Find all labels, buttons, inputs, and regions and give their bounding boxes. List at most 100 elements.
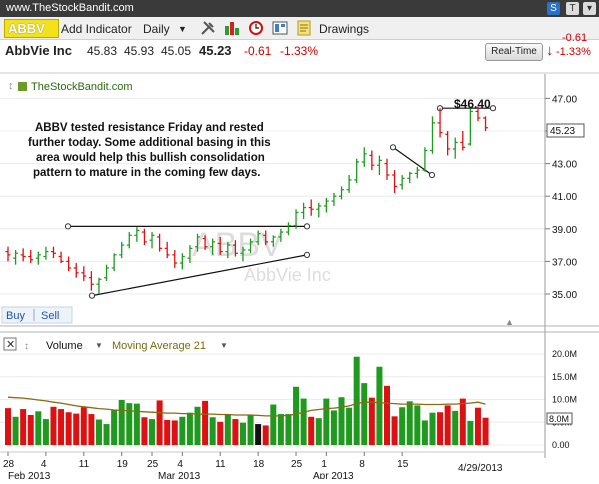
- close-icon: ✕: [6, 339, 15, 351]
- price-tick-label: 39.00: [552, 225, 577, 236]
- tools-icon[interactable]: [200, 20, 216, 36]
- resistance-label: $46.40: [454, 97, 491, 111]
- twitter-icon[interactable]: T: [566, 2, 579, 15]
- realtime-button[interactable]: Real-Time: [485, 43, 543, 61]
- volume-bar: [126, 403, 133, 445]
- volume-bar: [384, 385, 390, 445]
- volume-bar: [368, 397, 375, 445]
- notes-icon[interactable]: [297, 20, 311, 36]
- x-tick-label: 11: [79, 459, 90, 470]
- volume-bar: [270, 404, 277, 445]
- trendline-handle[interactable]: [389, 144, 397, 151]
- symbol-input[interactable]: ABBV: [4, 19, 59, 38]
- ma-dropdown-icon[interactable]: ▼: [220, 341, 228, 350]
- change-value-right: -0.61: [562, 32, 588, 44]
- volume-bar: [217, 421, 224, 445]
- x-tick-label: 25: [291, 459, 303, 470]
- change-value: -0.61: [244, 44, 272, 58]
- volume-bar: [414, 405, 421, 445]
- volume-bar: [118, 399, 125, 445]
- high-value: 45.93: [124, 44, 155, 58]
- add-indicator-button[interactable]: Add Indicator: [61, 22, 132, 36]
- volume-bar: [361, 383, 368, 445]
- trendline-handle[interactable]: [88, 292, 96, 299]
- separator-line: [0, 72, 599, 74]
- volume-bar: [330, 410, 337, 445]
- volume-bar: [437, 412, 444, 445]
- watermark-name: AbbVie Inc: [244, 265, 331, 285]
- volume-bar: [406, 401, 413, 445]
- volume-bar: [156, 400, 163, 445]
- down-arrow-icon: ↓: [546, 42, 554, 59]
- interval-select[interactable]: Daily: [143, 22, 170, 36]
- volume-bar: [482, 417, 489, 445]
- panel-move-icon[interactable]: ↕: [24, 341, 29, 352]
- layout-icon[interactable]: [272, 20, 288, 36]
- volume-bar: [232, 419, 239, 445]
- x-tick-label: 19: [117, 459, 129, 470]
- volume-bar: [80, 407, 87, 445]
- alarm-clock-icon[interactable]: [248, 19, 264, 36]
- volume-bar: [202, 400, 209, 445]
- x-tick-label: 28: [3, 459, 15, 470]
- skype-icon[interactable]: S: [547, 2, 560, 15]
- volume-last-tag: [546, 412, 573, 425]
- volume-bar: [224, 414, 231, 445]
- quote-bar: AbbVie Inc 45.83 45.93 45.05 45.23 -0.61…: [0, 32, 599, 62]
- source-label: TheStockBandit.com: [31, 81, 133, 93]
- scroll-up-icon[interactable]: ▲: [505, 317, 514, 327]
- volume-bar: [149, 419, 156, 445]
- volume-bar: [103, 424, 110, 445]
- x-tick-label: 4: [41, 459, 47, 470]
- trendline-handle[interactable]: [489, 105, 497, 112]
- price-tick-label: 47.00: [552, 94, 577, 105]
- volume-bar: [65, 412, 72, 445]
- volume-bar: [338, 397, 345, 445]
- volume-bar: [474, 407, 481, 445]
- chart-type-icon[interactable]: [224, 20, 240, 36]
- volume-last-tag-text: 8.0M: [549, 414, 569, 424]
- move-handle-icon[interactable]: ↕: [8, 80, 14, 92]
- volume-bar: [346, 407, 353, 445]
- month-label: Mar 2013: [158, 471, 201, 479]
- window-title: www.TheStockBandit.com: [6, 2, 134, 14]
- trendline-handle[interactable]: [428, 171, 436, 179]
- last-price-tag-text: 45.23: [550, 126, 575, 137]
- change-percent: -1.33%: [280, 44, 319, 58]
- trendline[interactable]: [91, 254, 308, 297]
- volume-bar: [255, 424, 262, 445]
- trendline-handle[interactable]: [64, 223, 72, 230]
- annotation-line-3: area would help this bullish consolidati…: [36, 152, 265, 164]
- open-value: 45.83: [87, 44, 118, 58]
- price-tick-label: 37.00: [552, 257, 577, 268]
- price-tick-label: 35.00: [552, 290, 577, 301]
- close-panel-button[interactable]: [3, 337, 17, 351]
- month-label: Apr 2013: [313, 471, 354, 479]
- dropdown-icon[interactable]: ▾: [583, 2, 596, 15]
- x-tick-label: 25: [147, 459, 159, 470]
- ma-line: [7, 396, 486, 417]
- volume-bar: [247, 414, 254, 445]
- date-marker: 4/29/2013: [458, 463, 503, 474]
- buy-button[interactable]: Buy: [6, 310, 25, 322]
- volume-bar: [209, 417, 216, 445]
- volume-bar: [171, 420, 178, 445]
- x-tick-label: 8: [359, 459, 365, 470]
- chevron-down-icon[interactable]: ▼: [178, 24, 187, 34]
- trendline-handle[interactable]: [303, 251, 311, 258]
- volume-bar: [35, 411, 42, 445]
- chart-area: ABBV AbbVie Inc ↕ TheStockBandit.com ABB…: [0, 74, 599, 482]
- volume-dropdown-icon[interactable]: ▼: [95, 341, 103, 350]
- volume-bar: [399, 407, 406, 445]
- volume-bar: [452, 410, 459, 445]
- volume-bar: [308, 416, 315, 445]
- volume-bar: [444, 405, 451, 445]
- drawings-button[interactable]: Drawings: [319, 22, 370, 36]
- change-percent-right: -1.33%: [556, 46, 591, 58]
- trendline-handle[interactable]: [303, 223, 311, 230]
- low-value: 45.05: [161, 44, 192, 58]
- sell-button[interactable]: Sell: [41, 310, 59, 322]
- volume-bar: [262, 425, 269, 445]
- volume-bar: [239, 422, 246, 445]
- chart-toolbar: ABBV Add Indicator Daily ▼ Drawings: [0, 17, 599, 40]
